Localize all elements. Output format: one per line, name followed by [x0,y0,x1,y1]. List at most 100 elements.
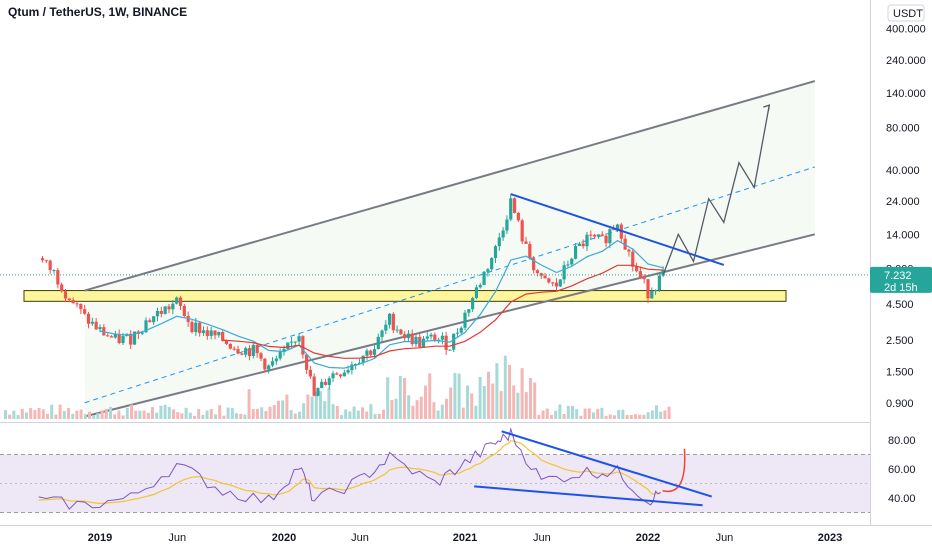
candle-body [566,264,570,266]
volume-bar [541,410,545,419]
candle-body [44,260,48,262]
volume-bar [176,412,180,419]
volume-bar [272,405,276,419]
candle-body [516,212,520,221]
candle-body [520,220,524,242]
volume-bar [327,388,331,419]
volume-bar [512,385,516,419]
candle-body [589,234,593,236]
candle-body [612,229,616,231]
currency-tag[interactable]: USDT [887,4,925,22]
volume-bar [533,382,537,419]
volume-bar [432,402,436,419]
volume-bar [289,410,293,419]
candle-body [604,235,608,244]
candle-body [608,229,612,244]
volume-bar [415,400,419,419]
candle-body [132,331,137,345]
volume-bar [180,413,184,419]
volume-bar [646,412,650,419]
candle-body [547,278,551,283]
volume-bar [440,404,444,419]
candle-body [638,271,642,278]
candle-body [198,322,202,334]
volume-bar [100,410,104,419]
volume-bar [411,405,415,419]
price-axis-label: 24.000 [886,196,920,208]
volume-bar [478,376,482,419]
rsi-line [38,427,661,510]
candle-body [634,266,639,272]
candle-body [581,243,585,247]
volume-bar [260,407,264,419]
chart-title: Qtum / TetherUS, 1W, BINANCE [8,5,187,19]
rsi-trendline-bottom [474,485,703,507]
volume-bar [407,395,411,419]
candle-body [201,330,206,334]
candle-body [532,258,536,271]
candle-body [178,297,183,306]
candle-body [535,270,540,274]
price-pane [0,0,870,422]
volume-bar [172,409,175,419]
candle-body [444,335,448,350]
channel-upper-line [84,80,816,292]
volume-bar [193,415,196,419]
volume-bar [67,407,70,419]
candle-body [361,355,365,363]
volume-bar [239,413,243,419]
time-axis-label: 2019 [88,532,112,544]
volume-bar [508,365,511,419]
candle-body [217,332,221,336]
candle-body [455,332,460,334]
volume-bar [655,405,658,419]
candle-body [661,269,665,276]
volume-bar [117,410,121,419]
volume-bar [50,404,54,419]
volume-bar [579,415,583,419]
volume-bar [298,411,301,419]
candle-body [380,330,384,337]
candle-body [490,257,494,270]
volume-bar [398,376,402,419]
candle-body [83,309,87,314]
volume-bar [419,396,423,419]
candle-body [346,370,350,373]
candle-body [585,234,589,247]
volume-bar [20,408,24,419]
volume-bar [121,415,125,419]
volume-bar [499,391,503,419]
last-price-tag[interactable]: 7.232 2d 15h [870,266,932,294]
volume-bar [264,411,268,419]
candle-body [399,329,403,335]
volume-bar [663,410,667,419]
volume-bar [340,415,343,419]
time-axis-label: Jun [533,532,551,544]
volume-bar [403,378,406,419]
candle-body [56,270,60,285]
volume-bar [625,414,629,419]
volume-bar [600,407,604,419]
candle-body [270,361,275,366]
candle-body [90,321,94,324]
volume-bar [25,412,28,419]
volume-bar [151,407,154,419]
candle-body [642,277,646,280]
candle-body [106,335,110,337]
volume-bar [163,404,167,419]
price-axis-label: 240.000 [886,55,926,67]
volume-bar [491,383,495,419]
volume-bar [445,398,448,419]
volume-bar [113,414,117,419]
volume-bar [125,407,129,419]
candle-body [410,333,414,345]
candle-body [240,353,244,355]
volume-bar [604,415,608,419]
volume-bar [529,377,532,419]
candle-body [63,291,68,299]
candle-body [650,290,654,299]
price-axis-label: 140.000 [886,88,926,100]
candle-body [482,271,486,285]
candle-body [497,237,501,247]
candle-body [228,343,232,349]
